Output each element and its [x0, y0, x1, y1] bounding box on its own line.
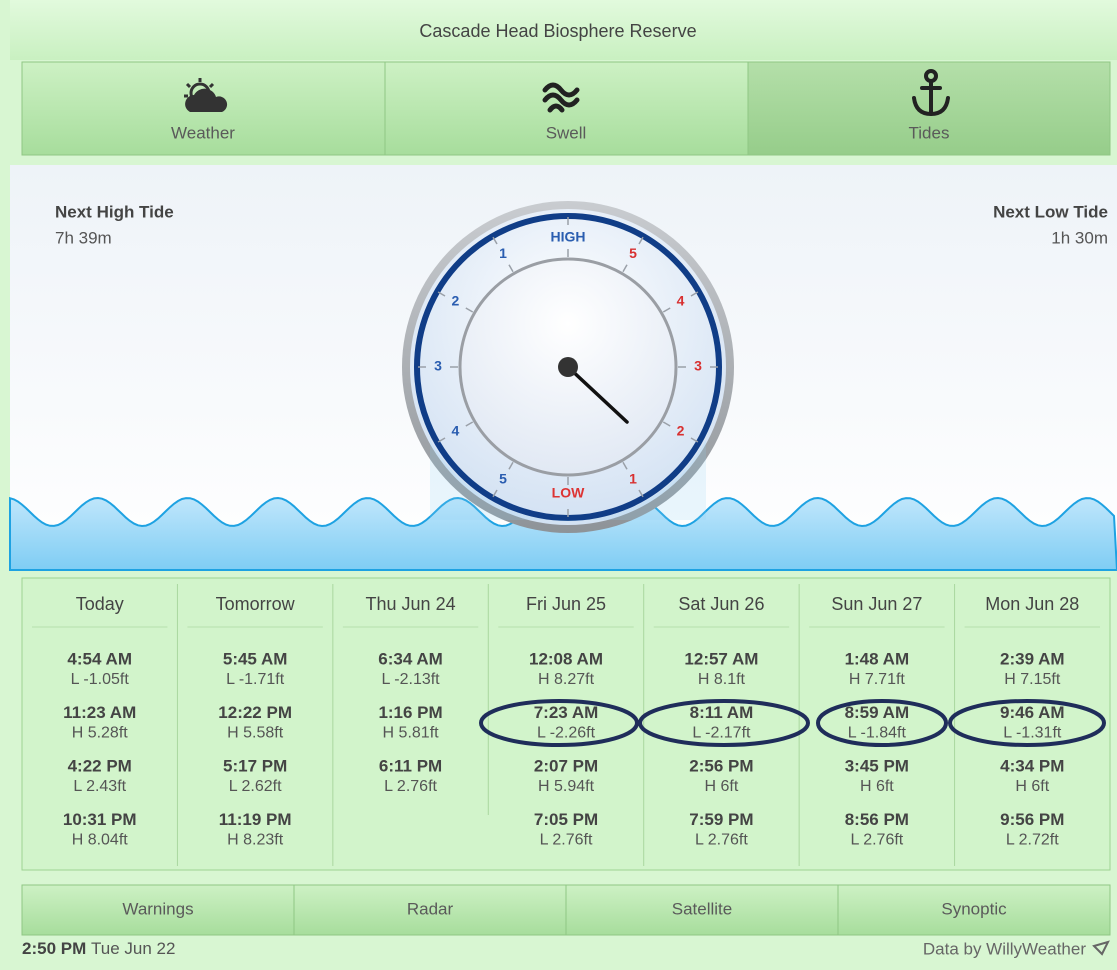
- tide-level: L -2.17ft: [692, 725, 751, 742]
- day-header: Tomorrow: [216, 594, 296, 614]
- tide-time: 1:16 PM: [378, 703, 442, 722]
- tide-level: H 8.1ft: [698, 671, 746, 688]
- dial-high-label: HIGH: [551, 229, 586, 245]
- footer-time: 2:50 PM: [22, 939, 86, 958]
- dial-scale-right: 4: [677, 293, 685, 309]
- tide-level: L 2.76ft: [850, 832, 903, 849]
- tide-level: H 5.94ft: [538, 778, 595, 795]
- tide-level: L 2.62ft: [229, 778, 282, 795]
- dial-scale-left: 5: [499, 470, 507, 486]
- day-header: Fri Jun 25: [526, 594, 606, 614]
- tide-time: 10:31 PM: [63, 810, 137, 829]
- tide-level: L 2.76ft: [695, 832, 748, 849]
- tide-time: 6:11 PM: [379, 756, 442, 775]
- tide-level: L -2.13ft: [382, 671, 441, 688]
- tide-time: 3:45 PM: [845, 756, 909, 775]
- tide-time: 4:22 PM: [68, 756, 132, 775]
- day-header: Mon Jun 28: [985, 594, 1079, 614]
- tide-level: L -2.26ft: [537, 725, 596, 742]
- tide-level: H 6ft: [1015, 778, 1049, 795]
- tide-time: 5:17 PM: [223, 756, 287, 775]
- tide-time: 4:54 AM: [67, 649, 132, 668]
- tide-level: H 5.81ft: [383, 725, 440, 742]
- tide-level: H 6ft: [860, 778, 894, 795]
- dial-low-label: LOW: [552, 485, 585, 501]
- footer-credit: Data by WillyWeather: [923, 939, 1086, 958]
- nav-label[interactable]: Synoptic: [941, 899, 1007, 918]
- tide-time: 4:34 PM: [1000, 756, 1064, 775]
- tide-level: H 5.28ft: [72, 725, 129, 742]
- tide-level: L -1.84ft: [848, 725, 907, 742]
- dial-scale-left: 1: [499, 245, 507, 261]
- tab-label: Weather: [171, 123, 235, 142]
- tide-time: 12:08 AM: [529, 649, 603, 668]
- tide-level: H 7.15ft: [1004, 671, 1061, 688]
- tide-time: 7:05 PM: [534, 810, 598, 829]
- tide-time: 2:07 PM: [534, 756, 598, 775]
- tide-time: 2:56 PM: [689, 756, 753, 775]
- dial-scale-right: 1: [629, 470, 637, 486]
- tide-level: L 2.76ft: [384, 778, 437, 795]
- tide-level: L -1.05ft: [71, 671, 130, 688]
- tide-time: 8:56 PM: [845, 810, 909, 829]
- tab-label: Swell: [546, 123, 587, 142]
- dial-scale-right: 5: [629, 245, 637, 261]
- tide-time: 12:22 PM: [218, 703, 292, 722]
- tab-label: Tides: [909, 123, 950, 142]
- next-high-value: 7h 39m: [55, 228, 112, 247]
- dial-scale-left: 3: [434, 358, 442, 374]
- tide-level: H 8.23ft: [227, 832, 284, 849]
- tide-time: 6:34 AM: [378, 649, 443, 668]
- tide-time: 11:23 AM: [63, 703, 136, 722]
- tide-time: 7:23 AM: [534, 703, 599, 722]
- tide-level: L 2.76ft: [540, 832, 593, 849]
- tide-time: 12:57 AM: [684, 649, 758, 668]
- tide-level: H 8.04ft: [72, 832, 129, 849]
- tide-level: L 2.43ft: [73, 778, 126, 795]
- tide-level: H 5.58ft: [227, 725, 284, 742]
- nav-label[interactable]: Satellite: [672, 899, 732, 918]
- page: { "header": {"title": "Cascade Head Bios…: [0, 0, 1117, 970]
- day-header: Sat Jun 26: [678, 594, 764, 614]
- footer-date: Tue Jun 22: [91, 939, 175, 958]
- dial-scale-right: 2: [677, 423, 685, 439]
- tide-level: L 2.72ft: [1006, 832, 1059, 849]
- tide-level: H 7.71ft: [849, 671, 906, 688]
- next-low-value: 1h 30m: [1051, 228, 1108, 247]
- tide-time: 2:39 AM: [1000, 649, 1065, 668]
- dial-hub: [558, 357, 578, 377]
- tide-level: H 8.27ft: [538, 671, 595, 688]
- tide-level: H 6ft: [705, 778, 739, 795]
- footer-timestamp: 2:50 PM Tue Jun 22: [22, 939, 175, 958]
- tide-widget: HIGH LOW 1 2 3 4 5 5 4 3 2 1 Cascade Head Biosphere…: [0, 0, 1117, 970]
- day-header: Today: [76, 594, 124, 614]
- next-low-label: Next Low Tide: [993, 202, 1108, 221]
- tide-time: 8:59 AM: [845, 703, 910, 722]
- tide-level: L -1.31ft: [1003, 725, 1062, 742]
- tide-level: L -1.71ft: [226, 671, 285, 688]
- tide-time: 11:19 PM: [219, 810, 292, 829]
- dial-scale-right: 3: [694, 358, 702, 374]
- header-title: Cascade Head Biosphere Reserve: [419, 21, 696, 41]
- tide-time: 8:11 AM: [690, 703, 754, 722]
- tide-time: 7:59 PM: [689, 810, 753, 829]
- tide-time: 5:45 AM: [223, 649, 288, 668]
- dial-scale-left: 2: [452, 293, 460, 309]
- tide-time: 1:48 AM: [845, 649, 910, 668]
- tide-dial: HIGH LOW 1 2 3 4 5 5 4 3 2 1: [402, 201, 734, 533]
- next-high-label: Next High Tide: [55, 202, 174, 221]
- tide-time: 9:56 PM: [1000, 810, 1064, 829]
- day-header: Thu Jun 24: [366, 594, 456, 614]
- nav-label[interactable]: Radar: [407, 899, 454, 918]
- dial-scale-left: 4: [452, 423, 460, 439]
- day-header: Sun Jun 27: [831, 594, 922, 614]
- tide-time: 9:46 AM: [1000, 703, 1065, 722]
- nav-label[interactable]: Warnings: [122, 899, 193, 918]
